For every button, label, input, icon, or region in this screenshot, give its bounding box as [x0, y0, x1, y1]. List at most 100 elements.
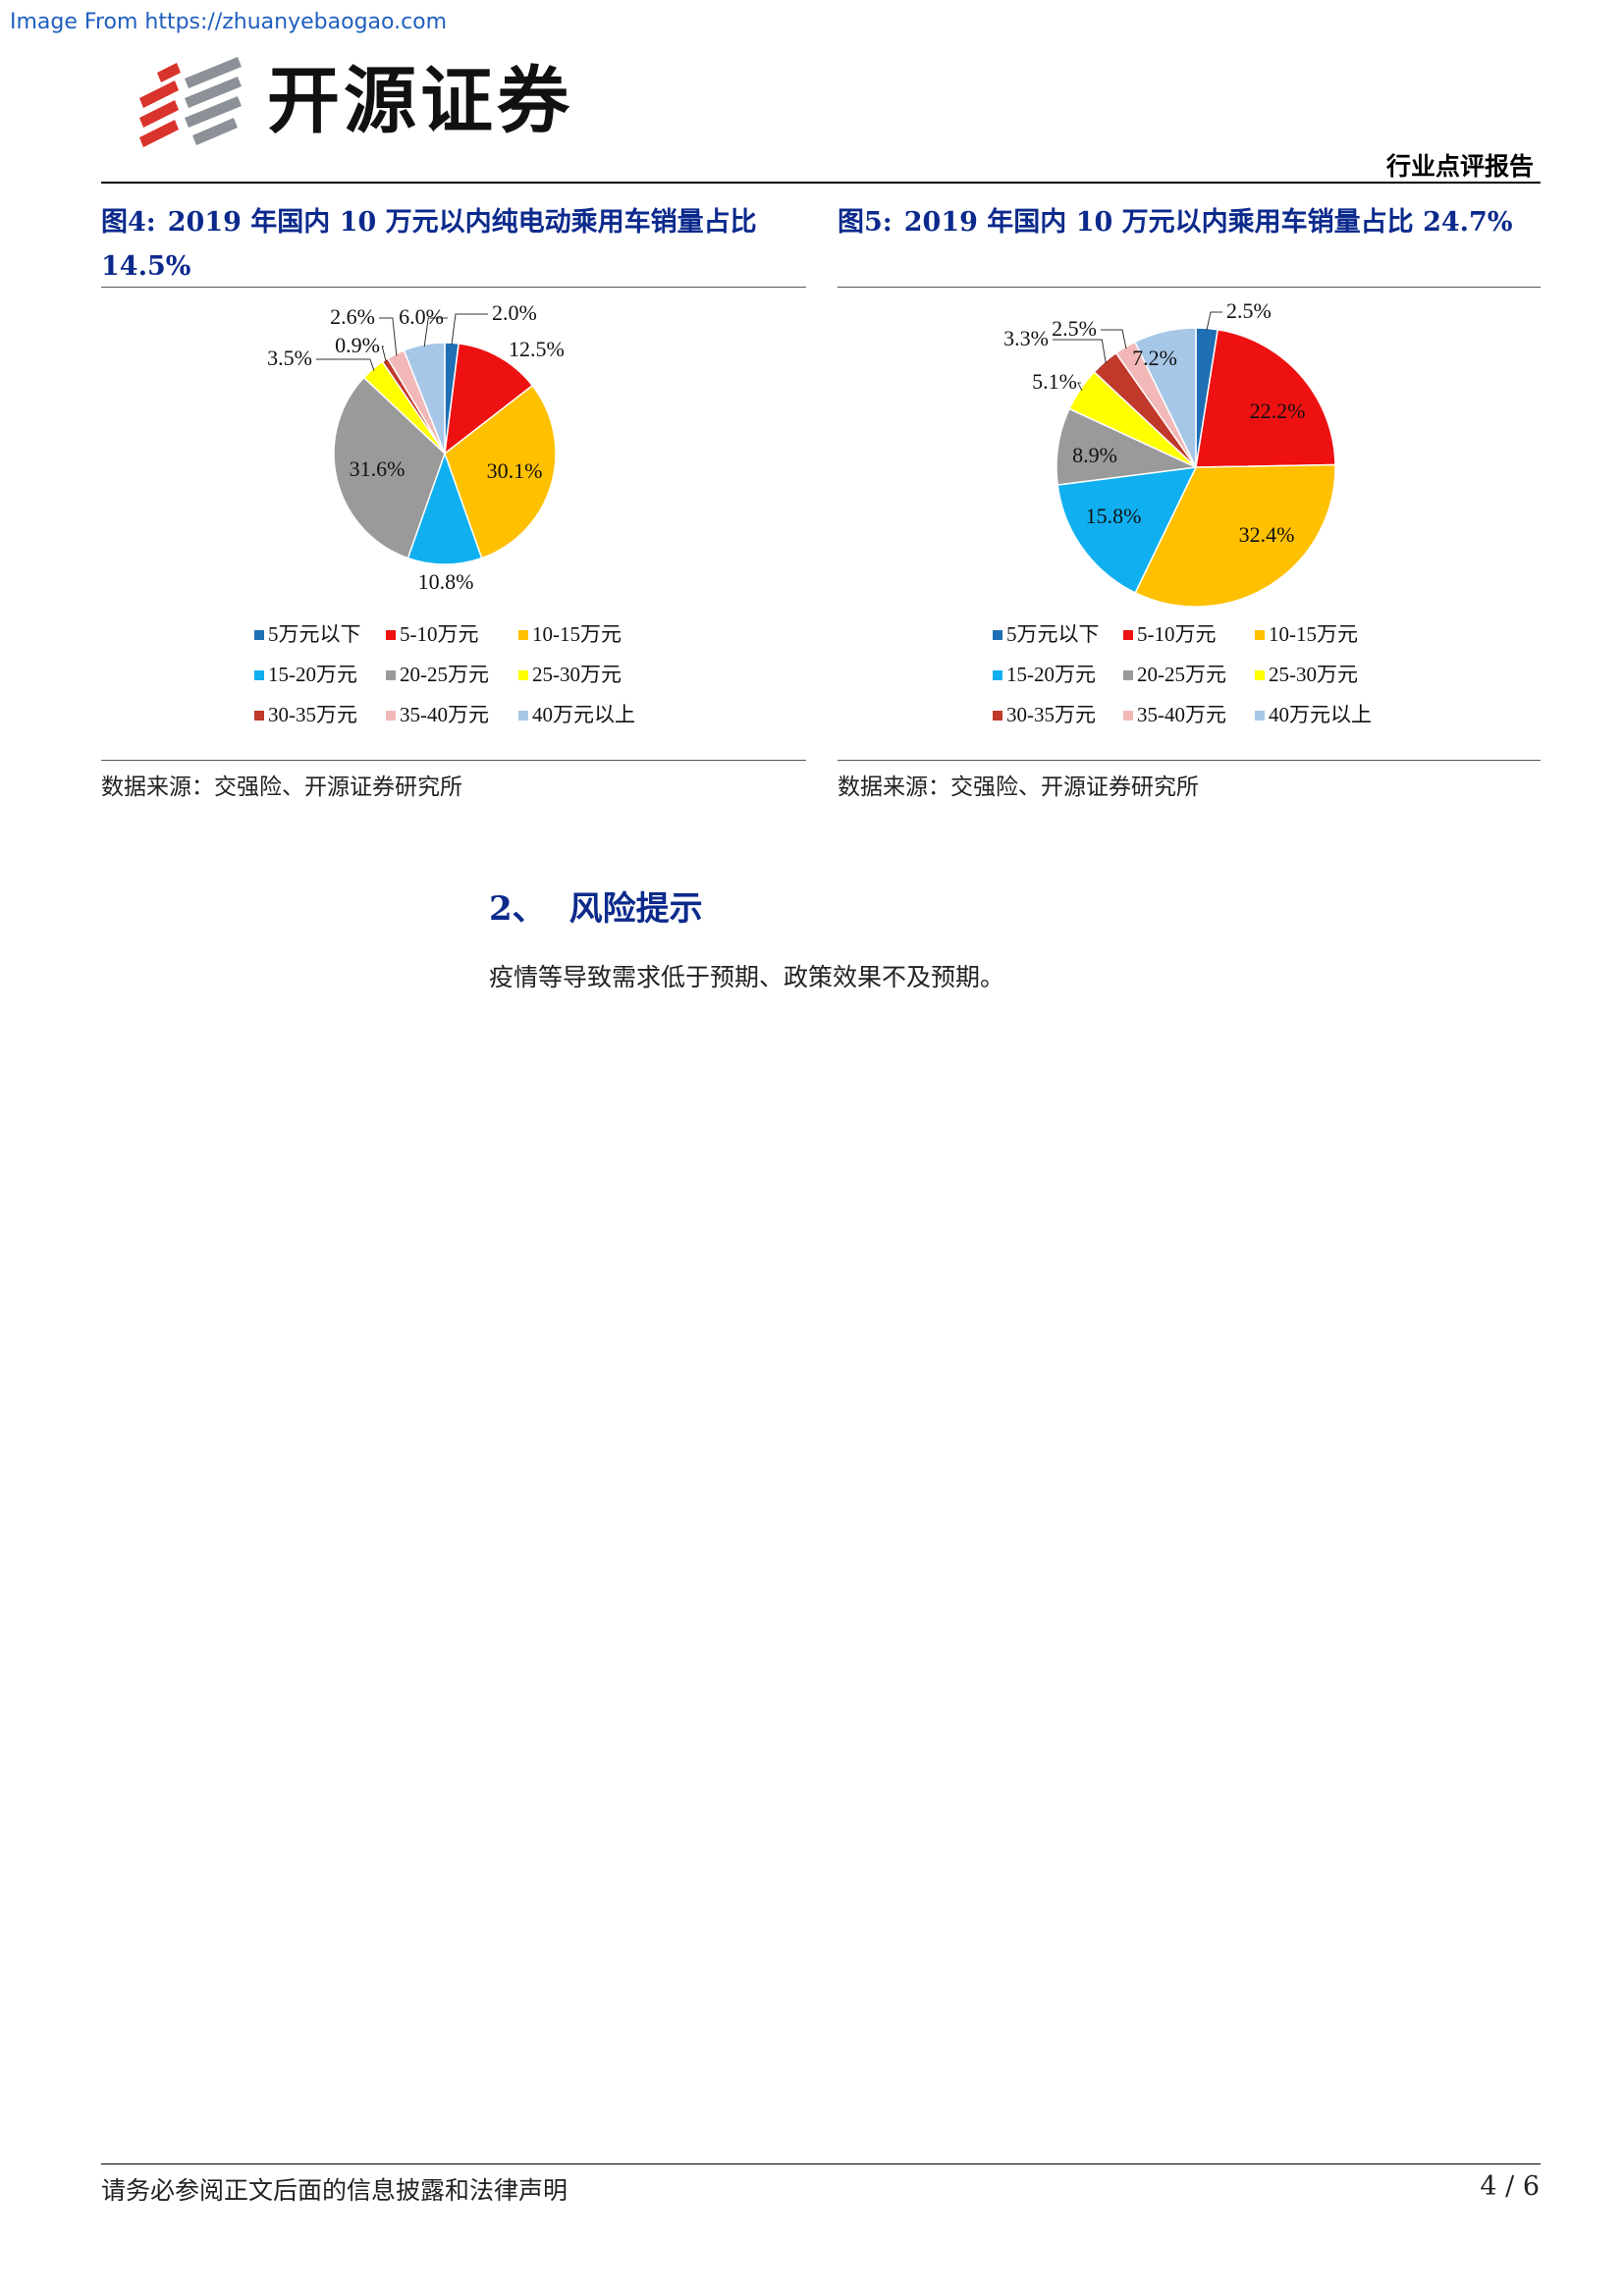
pie-data-label-6: 0.9% [335, 333, 380, 357]
pie-data-label-0: 2.5% [1226, 298, 1272, 323]
pie-leader-line-6 [1053, 339, 1107, 364]
pie-leader-line-6 [381, 346, 387, 362]
legend-entry-5: 25-30万元 [532, 663, 622, 686]
brand-name: 开源证券 [267, 59, 573, 143]
legend-entry-4: 20-25万元 [1137, 663, 1226, 686]
legend-entry-0: 5万元以下 [268, 622, 361, 646]
footer-divider [101, 2163, 1541, 2164]
pie-leader-line-7 [1101, 329, 1127, 349]
pie-data-label-8: 7.2% [1132, 346, 1177, 370]
legend-swatch-2 [518, 630, 528, 640]
pie-data-label-4: 31.6% [350, 456, 406, 481]
pie-leader-line-5 [1077, 382, 1083, 392]
pie-leader-line-8 [423, 317, 448, 347]
figure-4-top-rule [101, 287, 806, 288]
legend-swatch-6 [993, 711, 1002, 721]
pie-slice-4 [1056, 407, 1199, 486]
pie-data-label-8: 6.0% [399, 304, 444, 329]
figure-5-title: 图5: 2019 年国内 10 万元以内乘用车销量占比 24.7% [838, 200, 1543, 244]
legend-swatch-5 [1255, 670, 1265, 680]
legend-entry-2: 10-15万元 [532, 622, 622, 646]
legend-swatch-0 [993, 630, 1002, 640]
legend-swatch-7 [1123, 711, 1133, 721]
legend-entry-6: 30-35万元 [1006, 703, 1096, 726]
legend-swatch-5 [518, 670, 528, 680]
legend-entry-3: 15-20万元 [268, 663, 357, 686]
legend-entry-7: 35-40万元 [400, 703, 489, 726]
pie-data-label-6: 3.3% [1003, 326, 1049, 350]
pie-data-label-2: 32.4% [1239, 522, 1295, 547]
legend-entry-2: 10-15万元 [1269, 622, 1358, 646]
legend-swatch-3 [254, 670, 264, 680]
legend-swatch-1 [386, 630, 396, 640]
legend-entry-7: 35-40万元 [1137, 703, 1226, 726]
legend-swatch-7 [386, 711, 396, 721]
logo-gray-stripes [185, 57, 242, 145]
section-body-text: 疫情等导致需求低于预期、政策效果不及预期。 [489, 963, 1005, 991]
legend-swatch-4 [386, 670, 396, 680]
figure-5-label: 图5: [838, 207, 893, 238]
section-number: 2、 [489, 889, 546, 929]
pie-leader-line-0 [1206, 311, 1222, 331]
pie-slice-3 [1056, 466, 1198, 594]
pie-data-label-1: 12.5% [509, 337, 565, 361]
footer-disclaimer: 请务必参阅正文后面的信息披露和法律声明 [101, 2176, 568, 2205]
logo-red-stripes [139, 63, 181, 147]
legend-swatch-8 [1255, 711, 1265, 721]
pie-slice-8 [403, 342, 446, 454]
legend-entry-4: 20-25万元 [400, 663, 489, 686]
legend-entry-0: 5万元以下 [1006, 622, 1100, 646]
pie-data-label-0: 2.0% [492, 300, 537, 325]
pie-data-label-4: 8.9% [1072, 443, 1117, 467]
figure-5-source: 数据来源：交强险、开源证券研究所 [838, 774, 1199, 800]
legend-swatch-1 [1123, 630, 1133, 640]
legend-entry-8: 40万元以上 [532, 703, 635, 726]
figure-4-title-text: 2019 年国内 10 万元以内纯电动乘用车销量占比 14.5% [101, 207, 757, 282]
pie-slice-8 [1133, 327, 1197, 468]
pie-data-label-5: 5.1% [1032, 369, 1077, 394]
figure-4-pie-chart: 2.0% 12.5% 30.1% 10.8% 31.6% 3.5% 0.9% 2.6% 6.0%… [254, 300, 635, 726]
legend-entry-1: 5-10万元 [400, 622, 479, 646]
legend-swatch-0 [254, 630, 264, 640]
section-heading: 2、 风险提示 [489, 881, 703, 930]
pie-slice-4 [333, 376, 446, 560]
pie-slice-1 [1195, 328, 1336, 468]
figure-4-bottom-rule [101, 760, 806, 761]
figure-4-label: 图4: [101, 207, 156, 238]
pie-slice-1 [444, 343, 534, 455]
figure-5-bottom-rule [838, 760, 1541, 761]
legend-entry-6: 30-35万元 [268, 703, 357, 726]
figure-5-title-text: 2019 年国内 10 万元以内乘用车销量占比 24.7% [903, 207, 1513, 238]
pie-leader-line-7 [379, 317, 398, 356]
figure-5-top-rule [838, 287, 1541, 288]
legend-entry-3: 15-20万元 [1006, 663, 1096, 686]
legend-swatch-3 [993, 670, 1002, 680]
pie-slice-3 [406, 451, 483, 565]
pie-data-label-5: 3.5% [267, 346, 312, 370]
pie-slice-2 [1134, 463, 1336, 608]
legend-swatch-6 [254, 711, 264, 721]
pie-slice-2 [444, 384, 557, 560]
figure-4-source: 数据来源：交强险、开源证券研究所 [101, 774, 462, 800]
figure-5-pie-chart: 2.5%22.2%32.4%15.8%8.9%5.1%3.3% 2.5%7.2%5… [993, 298, 1372, 726]
legend-swatch-4 [1123, 670, 1133, 680]
pie-data-label-3: 15.8% [1086, 504, 1142, 528]
legend-entry-1: 5-10万元 [1137, 622, 1217, 646]
legend-entry-8: 40万元以上 [1269, 703, 1372, 726]
report-type-label: 行业点评报告 [1385, 152, 1534, 181]
legend-entry-5: 25-30万元 [1269, 663, 1358, 686]
legend-swatch-8 [518, 711, 528, 721]
section-title: 风险提示 [568, 889, 703, 929]
pie-data-label-3: 10.8% [418, 569, 474, 594]
watermark-link[interactable]: Image From https://zhuanyebaogao.com [10, 10, 448, 34]
pie-data-label-7: 2.5% [1052, 316, 1097, 341]
pie-data-label-2: 30.1% [487, 458, 543, 483]
page-number: 4 / 6 [1480, 2171, 1540, 2202]
brand-logo-icon [139, 57, 242, 147]
pie-data-label-7: 2.6% [330, 304, 375, 329]
figure-4-title: 图4: 2019 年国内 10 万元以内纯电动乘用车销量占比 14.5% [101, 200, 806, 289]
pie-leader-line-5 [316, 358, 375, 371]
legend-swatch-2 [1255, 630, 1265, 640]
header-divider [101, 182, 1541, 184]
pie-data-label-1: 22.2% [1250, 399, 1306, 423]
